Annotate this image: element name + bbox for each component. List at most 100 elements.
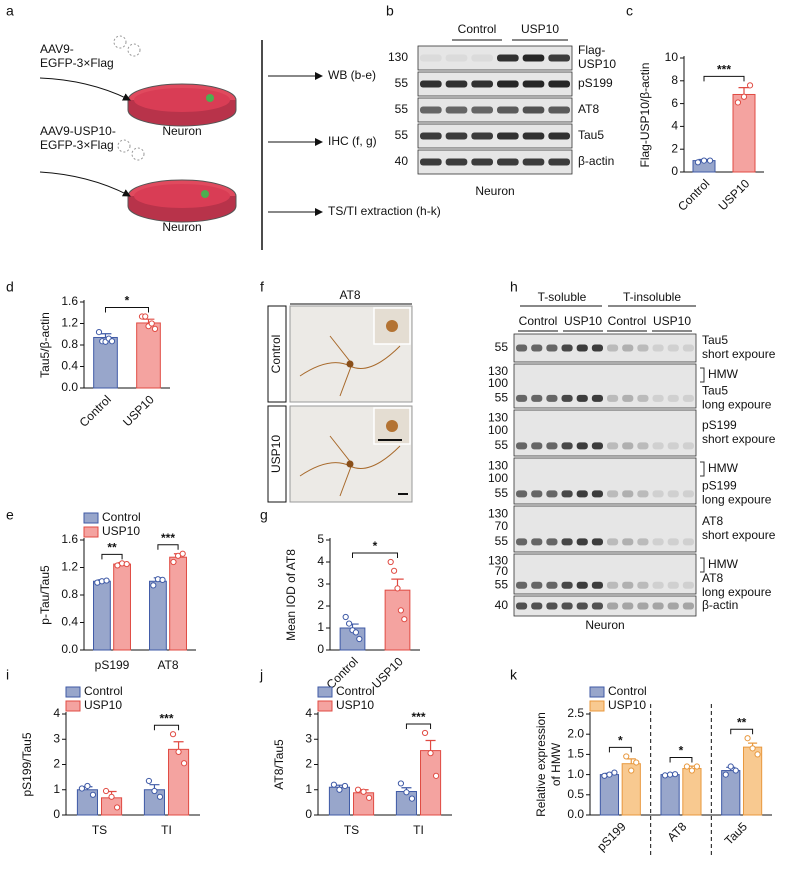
blot-label: pS199 <box>702 418 737 432</box>
data-point <box>694 159 702 166</box>
y-tick-label: 2 <box>317 598 324 612</box>
band <box>497 132 519 140</box>
band <box>682 394 694 402</box>
blot <box>417 97 573 123</box>
fraction-label: T-insoluble <box>623 290 681 304</box>
blot-label: pS199 <box>578 76 613 90</box>
band <box>546 394 558 402</box>
data-point <box>108 793 115 800</box>
band <box>591 394 603 402</box>
y-tick-label: 0.4 <box>61 615 78 629</box>
sig-label: ** <box>737 715 747 729</box>
y-tick-label: 0.0 <box>61 642 78 656</box>
size-marker: 55 <box>395 76 409 90</box>
sig-label: ** <box>107 541 117 555</box>
data-point <box>151 325 159 332</box>
band <box>516 394 528 402</box>
legend-label: Control <box>84 684 123 698</box>
blot-label: AT8 <box>702 571 723 585</box>
size-marker: 55 <box>495 486 509 500</box>
data-point <box>432 772 440 779</box>
y-axis-label: of HMW <box>549 742 563 786</box>
band <box>522 132 545 140</box>
band <box>667 538 679 546</box>
data-point <box>740 93 748 100</box>
size-marker: 55 <box>495 340 509 354</box>
legend-swatch <box>83 512 99 524</box>
y-tick-label: 0.0 <box>567 807 584 821</box>
band <box>576 538 588 546</box>
y-tick-label: 1 <box>305 782 312 796</box>
inset-soma <box>386 420 398 432</box>
band <box>667 394 679 402</box>
bar <box>660 774 680 816</box>
hmw-bracket <box>700 557 705 573</box>
y-tick-label: 0.5 <box>567 787 584 801</box>
size-marker: 55 <box>495 534 509 548</box>
data-point <box>688 767 696 774</box>
band <box>607 538 619 546</box>
inset-soma <box>386 320 398 332</box>
band <box>531 442 543 450</box>
blot-label: Tau5 <box>578 128 604 142</box>
size-marker: 100 <box>488 471 508 485</box>
band <box>497 80 519 88</box>
data-point <box>159 576 166 583</box>
y-tick-label: 1.0 <box>567 767 584 781</box>
data-point <box>421 729 429 737</box>
data-point <box>342 613 349 621</box>
x-tick-label: AT8 <box>665 819 690 844</box>
size-marker: 130 <box>488 410 508 424</box>
data-point <box>394 585 401 592</box>
legend-label: USP10 <box>84 698 122 712</box>
band <box>591 344 603 352</box>
size-marker: 130 <box>488 553 508 567</box>
y-tick-label: 4 <box>317 554 324 568</box>
band <box>622 602 634 610</box>
band <box>682 581 694 589</box>
band <box>591 490 603 498</box>
band <box>420 106 442 114</box>
virus-label: AAV9- <box>40 42 74 56</box>
data-point <box>354 786 362 793</box>
output-label: IHC (f, g) <box>328 134 377 148</box>
data-point <box>727 763 734 770</box>
data-point <box>732 767 739 774</box>
y-tick-label: 2 <box>53 757 60 771</box>
sig-bracket <box>101 553 123 560</box>
data-point <box>744 735 751 742</box>
sig-bracket <box>405 723 432 729</box>
x-tick-label: USP10 <box>120 392 157 429</box>
band <box>561 490 573 498</box>
data-point <box>352 629 360 636</box>
band <box>516 538 528 546</box>
band <box>531 602 543 610</box>
band <box>548 158 570 166</box>
blot-footer: Neuron <box>475 184 514 198</box>
data-point <box>108 338 116 345</box>
legend-swatch <box>589 686 605 698</box>
hmw-label: HMW <box>708 557 739 571</box>
sig-label: * <box>373 539 378 553</box>
band <box>591 442 603 450</box>
data-point <box>623 753 630 760</box>
y-tick-label: 1 <box>317 620 324 634</box>
band <box>561 602 573 610</box>
row-label: USP10 <box>269 435 283 473</box>
band <box>471 80 493 88</box>
band <box>420 54 442 62</box>
data-point <box>336 786 343 793</box>
legend-label: USP10 <box>336 698 374 712</box>
size-marker: 55 <box>495 438 509 452</box>
row-box <box>267 305 287 403</box>
data-point <box>78 785 86 792</box>
band <box>607 442 619 450</box>
sig-bracket <box>105 307 149 313</box>
blot-label: long expoure <box>702 585 772 599</box>
band <box>652 538 664 546</box>
band <box>637 490 649 498</box>
sig-label: * <box>618 734 623 748</box>
x-tick-label: AT8 <box>157 658 178 672</box>
x-tick-label: TS <box>92 823 107 837</box>
